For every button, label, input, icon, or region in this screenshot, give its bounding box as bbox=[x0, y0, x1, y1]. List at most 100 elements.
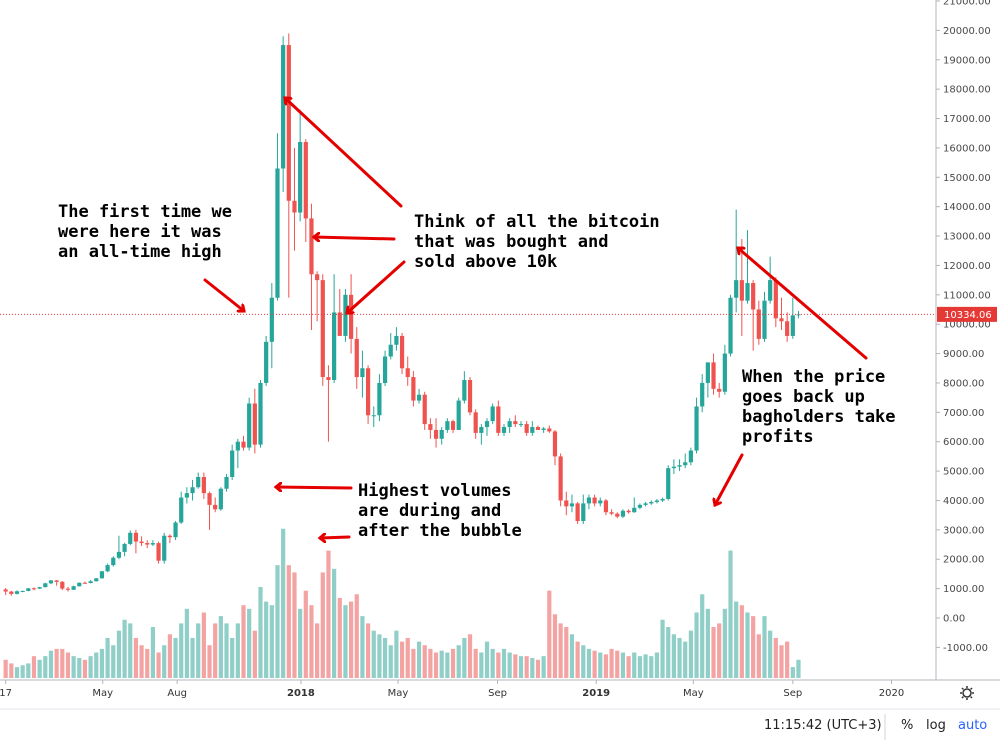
candle-body bbox=[484, 421, 490, 428]
volume-bar bbox=[745, 612, 750, 678]
arrow-to-alltime-high bbox=[203, 278, 244, 311]
volume-bar bbox=[65, 652, 71, 678]
volume-bar bbox=[337, 597, 342, 678]
volume-bar bbox=[541, 656, 546, 678]
candle-body bbox=[320, 280, 325, 378]
volume-bar bbox=[388, 645, 393, 678]
plot-area[interactable] bbox=[0, 0, 936, 680]
candle-body bbox=[422, 394, 427, 425]
candle-body bbox=[162, 535, 167, 561]
volume-bar bbox=[20, 665, 25, 678]
candle-body bbox=[462, 380, 467, 401]
arrow-to-2019-high bbox=[738, 248, 868, 360]
volume-bar bbox=[360, 616, 365, 678]
footer-bar: 11:15:42 (UTC+3) % log auto bbox=[0, 708, 1000, 744]
volume-bar bbox=[643, 654, 648, 678]
volume-bar bbox=[105, 637, 110, 678]
volume-bar bbox=[649, 656, 654, 678]
volume-bar bbox=[139, 645, 144, 678]
arrow-to-drop bbox=[314, 237, 396, 239]
candle-body bbox=[252, 403, 257, 445]
price-axis[interactable]: -1000.00 0.00 1000.00 2000.00 3000.00 4000.00… bbox=[935, 0, 1000, 680]
candle-body bbox=[9, 591, 14, 594]
candle-body bbox=[88, 581, 93, 584]
candle-body bbox=[456, 400, 461, 430]
volume-bar bbox=[524, 656, 529, 678]
volume-bar bbox=[711, 627, 716, 678]
volume-bar bbox=[626, 656, 631, 678]
volume-bar bbox=[298, 608, 303, 678]
volume-bar bbox=[535, 659, 541, 678]
price-tick-label: 3000.00 bbox=[943, 525, 984, 536]
candle-body bbox=[128, 532, 133, 544]
volume-bar bbox=[598, 652, 603, 678]
volume-bar bbox=[660, 619, 665, 678]
auto-toggle[interactable]: auto bbox=[958, 718, 987, 733]
volume-bar bbox=[252, 630, 257, 678]
volume-bar bbox=[496, 652, 501, 678]
candle-body bbox=[365, 368, 371, 416]
candle-body bbox=[122, 543, 127, 552]
candle-body bbox=[524, 424, 529, 433]
volume-bar bbox=[292, 572, 297, 678]
candle-body bbox=[768, 280, 773, 301]
time-tick-label: Sep bbox=[783, 688, 802, 699]
volume-bar bbox=[484, 641, 490, 678]
candle-body bbox=[48, 580, 54, 584]
time-axis[interactable]: 17 May Aug 2018 May Sep 2019 May Sep 2020 bbox=[0, 679, 1000, 708]
candle-body bbox=[388, 344, 393, 357]
candle-body bbox=[360, 368, 365, 378]
plot-background bbox=[0, 0, 936, 680]
candle-body bbox=[762, 300, 767, 339]
candle-body bbox=[467, 380, 473, 413]
arrow-to-volume-spike-2017 bbox=[276, 487, 353, 488]
candle-body bbox=[286, 45, 291, 201]
volume-bar bbox=[456, 645, 461, 678]
volume-bar bbox=[201, 612, 206, 678]
candle-body bbox=[156, 543, 161, 561]
candle-body bbox=[581, 503, 586, 522]
volume-bar bbox=[586, 648, 592, 678]
candle-body bbox=[518, 424, 524, 426]
volume-bar bbox=[88, 656, 93, 678]
candle-body bbox=[309, 218, 314, 275]
note-line: bagholders take bbox=[742, 407, 896, 427]
candle-body bbox=[649, 501, 654, 504]
candle-body bbox=[609, 512, 614, 514]
percent-toggle[interactable]: % bbox=[901, 718, 913, 733]
candle-body bbox=[773, 280, 778, 319]
candle-body bbox=[501, 427, 507, 433]
note-line: were here it was bbox=[58, 222, 222, 242]
gear-icon-hub bbox=[962, 688, 972, 698]
volume-bar bbox=[592, 650, 597, 678]
time-axis-background bbox=[0, 680, 1000, 708]
volume-bar bbox=[575, 641, 580, 678]
volume-bar bbox=[507, 652, 512, 678]
candle-body bbox=[31, 588, 37, 590]
current-price-label-bg bbox=[937, 306, 997, 322]
candle-body bbox=[145, 543, 150, 545]
volume-bar bbox=[326, 550, 331, 678]
volume-bar bbox=[439, 650, 444, 678]
volume-bar bbox=[394, 630, 399, 678]
candle-body bbox=[637, 504, 643, 508]
volume-bar bbox=[315, 623, 320, 678]
volume-bar bbox=[762, 616, 767, 678]
note-bagholders: When the price goes back up bagholders t… bbox=[742, 367, 906, 447]
volume-bar bbox=[133, 637, 139, 678]
volume-bar bbox=[450, 648, 456, 678]
candle-body bbox=[99, 571, 105, 579]
candle-body bbox=[349, 294, 354, 339]
volume-bar bbox=[354, 594, 359, 678]
candle-body bbox=[14, 591, 20, 594]
candle-body bbox=[332, 312, 337, 381]
volume-bar bbox=[671, 634, 676, 678]
candle-body bbox=[269, 297, 274, 342]
gear-icon[interactable] bbox=[960, 686, 974, 700]
candle-body bbox=[303, 142, 308, 219]
candle-body bbox=[722, 353, 727, 392]
log-toggle[interactable]: log bbox=[926, 718, 946, 733]
volume-bar bbox=[654, 652, 659, 678]
candle-body bbox=[666, 468, 671, 499]
